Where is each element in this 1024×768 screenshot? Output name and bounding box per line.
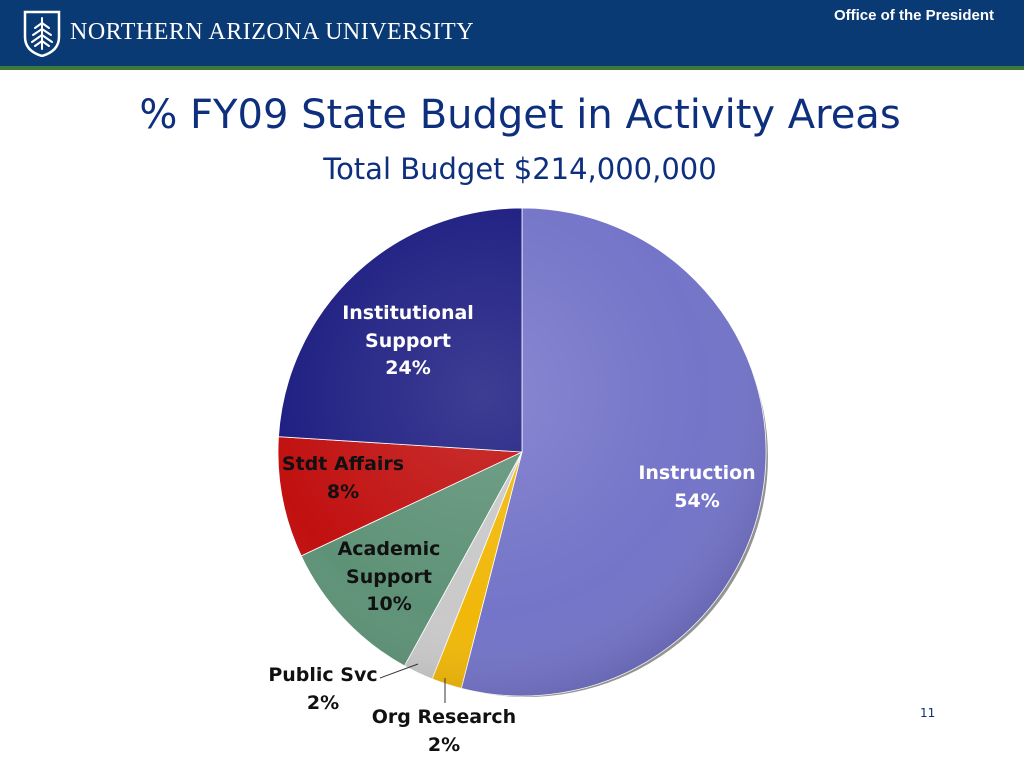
slice-name: Academic <box>337 538 441 560</box>
slice-name: Support <box>365 329 451 352</box>
slice-name: Instruction <box>638 462 756 484</box>
chart-subtitle: Total Budget $214,000,000 <box>323 152 717 186</box>
slice-percent: 2% <box>427 733 461 756</box>
chart-title: % FY09 State Budget in Activity Areas <box>139 92 901 138</box>
page-number: 11 <box>920 706 936 720</box>
label-academic-support: Academic Support 10% <box>338 536 441 619</box>
slice-percent: 54% <box>674 489 720 512</box>
university-name: NORTHERN ARIZONA UNIVERSITY <box>70 19 475 45</box>
label-instruction: Instruction 54% <box>638 460 755 515</box>
slice-percent: 24% <box>385 357 431 380</box>
header-bar: NORTHERN ARIZONA UNIVERSITY Office of th… <box>0 0 1024 66</box>
label-institutional-support: Institutional Support 24% <box>342 300 474 383</box>
office-label: Office of the President <box>833 7 994 24</box>
header-accent-stripe <box>0 66 1024 70</box>
label-public-svc: Public Svc 2% <box>268 662 377 717</box>
slice-name: Support <box>346 565 432 588</box>
slice-percent: 10% <box>366 593 412 616</box>
leader-line-public-svc <box>379 663 419 679</box>
pie-sheen <box>278 208 766 696</box>
slice-percent: 2% <box>306 691 340 714</box>
slice-name: Stdt Affairs <box>281 453 405 475</box>
slice-name: Institutional <box>342 302 474 324</box>
label-stdt-affairs: Stdt Affairs 8% <box>282 451 404 506</box>
slice-percent: 8% <box>326 480 360 503</box>
nau-pine-tree-shield-icon <box>23 10 61 57</box>
slice-name: Org Research <box>371 706 517 728</box>
slice-name: Public Svc <box>268 664 378 686</box>
label-org-research: Org Research 2% <box>372 704 516 759</box>
